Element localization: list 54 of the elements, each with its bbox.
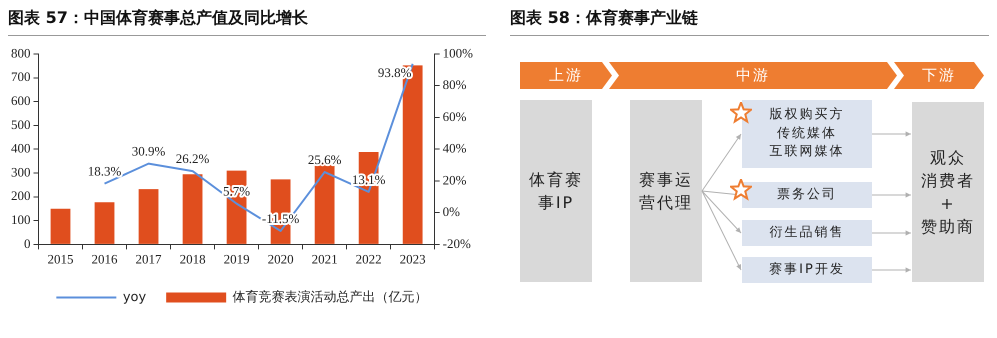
legend-label: yoy bbox=[122, 290, 146, 305]
data-label: 25.6% bbox=[308, 152, 342, 167]
y-tick-label: 300 bbox=[11, 164, 30, 180]
text: 中游 bbox=[736, 66, 770, 85]
y2-tick-label: 0% bbox=[442, 204, 460, 220]
y2-tick-label: 100% bbox=[442, 45, 474, 60]
y2-tick-label: 40% bbox=[442, 140, 467, 156]
text: + bbox=[940, 193, 956, 215]
y2-tick-label: 80% bbox=[442, 77, 467, 92]
y2-tick-label: -20% bbox=[442, 236, 471, 251]
chart-title: 图表 57：中国体育赛事总产值及同比增长 bbox=[8, 8, 486, 36]
x-tick-label: 2020 bbox=[268, 252, 294, 267]
text: 版权购买方 bbox=[770, 106, 844, 124]
y-tick-label: 800 bbox=[11, 45, 30, 60]
text: 衍生品销售 bbox=[770, 224, 844, 242]
bar bbox=[182, 174, 202, 244]
x-tick-label: 2022 bbox=[356, 252, 382, 267]
y-tick-label: 700 bbox=[11, 69, 30, 84]
bar bbox=[50, 208, 70, 244]
bar bbox=[94, 202, 114, 244]
x-tick-label: 2021 bbox=[312, 252, 338, 267]
text: 体育赛事IP bbox=[528, 168, 584, 214]
bar bbox=[138, 189, 158, 244]
x-tick-label: 2019 bbox=[224, 252, 250, 267]
y2-tick-label: 60% bbox=[442, 108, 467, 124]
y-tick-label: 100 bbox=[11, 212, 30, 228]
text: 赛事运营代理 bbox=[638, 168, 694, 214]
text: 上游 bbox=[549, 66, 583, 85]
x-tick-label: 2023 bbox=[400, 252, 426, 267]
data-label: 18.3% bbox=[88, 164, 122, 179]
bar bbox=[314, 162, 335, 244]
y-tick-label: 600 bbox=[11, 93, 30, 108]
y-tick-label: 0 bbox=[24, 236, 30, 251]
data-label: -11.5% bbox=[262, 210, 300, 226]
text: 互联网媒体 bbox=[770, 143, 844, 162]
y-tick-label: 400 bbox=[11, 140, 30, 156]
text: 赛事IP开发 bbox=[769, 260, 845, 279]
text: 观众 bbox=[930, 146, 966, 169]
text: 传统媒体 bbox=[777, 124, 837, 143]
x-tick-label: 2018 bbox=[180, 252, 206, 267]
text: 图表 58：体育赛事产业链 bbox=[510, 8, 989, 36]
data-label: 30.9% bbox=[132, 144, 166, 159]
legend-label: 体育竞赛表演活动总产出（亿元） bbox=[232, 288, 428, 305]
y2-tick-label: 20% bbox=[442, 172, 467, 188]
text: 消费者 bbox=[921, 170, 975, 192]
x-tick-label: 2015 bbox=[48, 252, 74, 267]
text: 票务公司 bbox=[777, 186, 837, 204]
y-tick-label: 200 bbox=[11, 188, 30, 204]
data-label: 26.2% bbox=[176, 151, 210, 166]
y-tick-label: 500 bbox=[11, 116, 30, 132]
x-tick-label: 2016 bbox=[92, 252, 118, 267]
x-tick-label: 2017 bbox=[136, 252, 162, 267]
text: 下游 bbox=[922, 66, 956, 85]
text: 赞助商 bbox=[921, 216, 975, 238]
